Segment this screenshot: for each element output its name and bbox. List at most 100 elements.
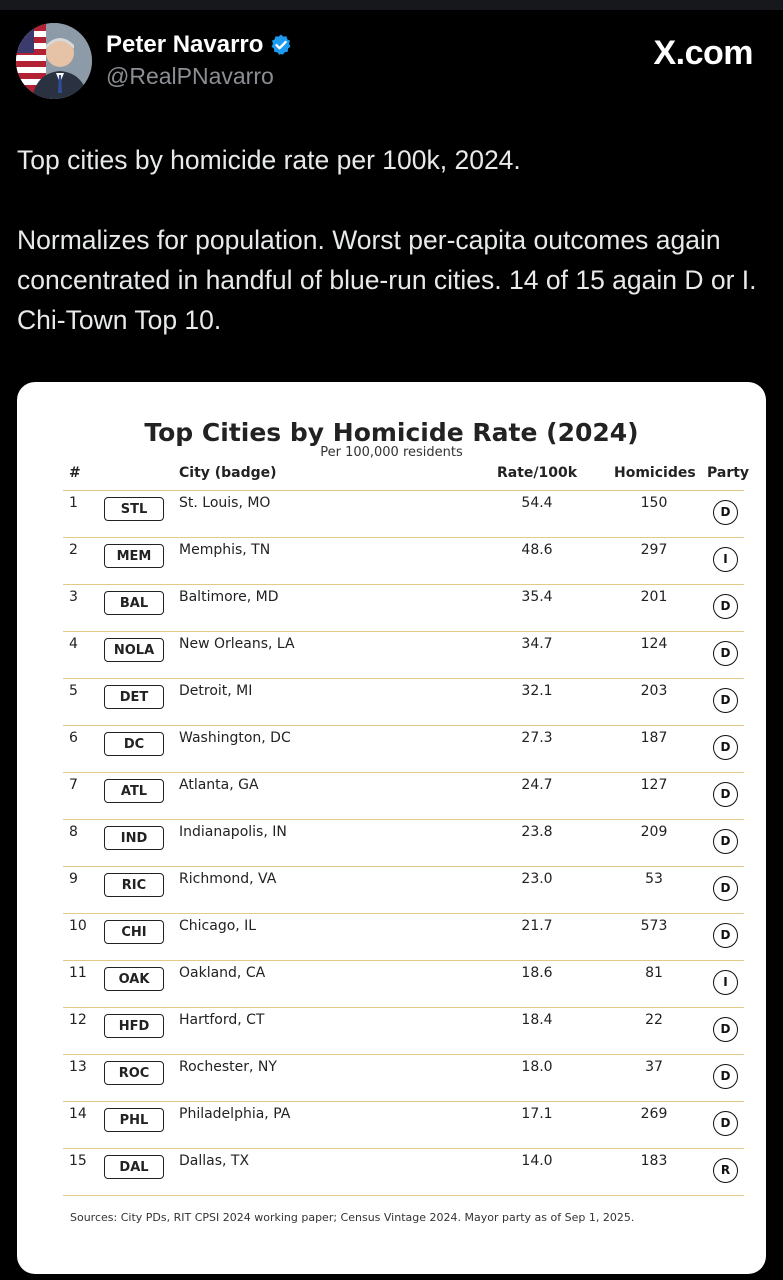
party-badge: D (713, 641, 738, 666)
row-divider (63, 819, 744, 820)
city-name: Baltimore, MD (179, 589, 279, 605)
tweet-line-1: Top cities by homicide rate per 100k, 20… (17, 145, 521, 175)
tweet-text: Top cities by homicide rate per 100k, 20… (17, 140, 757, 380)
author-handle[interactable]: @RealPNavarro (106, 63, 274, 89)
rate-value: 18.0 (521, 1059, 553, 1075)
party-badge: D (713, 500, 738, 525)
homicide-count: 187 (640, 730, 668, 746)
table-row: 4 NOLA New Orleans, LA 34.7 124 D (17, 632, 766, 679)
city-name: Hartford, CT (179, 1012, 265, 1028)
rate-value: 23.0 (521, 871, 553, 887)
city-name: New Orleans, LA (179, 636, 295, 652)
rate-value: 54.4 (521, 495, 553, 511)
city-badge: IND (104, 826, 164, 850)
author-name-text: Peter Navarro (106, 31, 264, 58)
homicide-count: 203 (640, 683, 668, 699)
city-name: Indianapolis, IN (179, 824, 287, 840)
row-divider (63, 537, 744, 538)
city-badge: BAL (104, 591, 164, 615)
row-rank: 10 (69, 918, 87, 934)
attached-image-card[interactable]: Top Cities by Homicide Rate (2024) Per 1… (17, 382, 766, 1274)
row-rank: 2 (69, 542, 78, 558)
city-name: Atlanta, GA (179, 777, 259, 793)
city-badge: DAL (104, 1155, 164, 1179)
row-divider (63, 866, 744, 867)
table-row: 9 RIC Richmond, VA 23.0 53 D (17, 867, 766, 914)
homicide-count: 269 (640, 1106, 668, 1122)
tweet-line-2: Normalizes for population. Worst per-cap… (17, 225, 757, 335)
rate-value: 18.6 (521, 965, 553, 981)
row-rank: 1 (69, 495, 78, 511)
table-row: 12 HFD Hartford, CT 18.4 22 D (17, 1008, 766, 1055)
party-badge: D (713, 735, 738, 760)
party-badge: D (713, 1017, 738, 1042)
row-rank: 11 (69, 965, 87, 981)
author-name[interactable]: Peter Navarro (106, 31, 293, 59)
homicide-count: 37 (645, 1059, 663, 1075)
row-divider (63, 913, 744, 914)
city-name: Detroit, MI (179, 683, 253, 699)
rate-value: 17.1 (521, 1106, 553, 1122)
rate-value: 34.7 (521, 636, 553, 652)
city-name: Richmond, VA (179, 871, 277, 887)
rate-value: 23.8 (521, 824, 553, 840)
homicide-count: 53 (645, 871, 663, 887)
party-badge: D (713, 923, 738, 948)
row-divider (63, 725, 744, 726)
homicide-count: 573 (640, 918, 668, 934)
header-homicides: Homicides (614, 465, 696, 481)
verified-badge-icon (269, 33, 293, 57)
homicide-count: 22 (645, 1012, 663, 1028)
party-badge: D (713, 688, 738, 713)
row-rank: 4 (69, 636, 78, 652)
row-divider (63, 584, 744, 585)
row-rank: 3 (69, 589, 78, 605)
row-divider (63, 1054, 744, 1055)
row-divider (63, 1101, 744, 1102)
rate-value: 14.0 (521, 1153, 553, 1169)
rate-value: 48.6 (521, 542, 553, 558)
row-divider (63, 1148, 744, 1149)
rate-value: 21.7 (521, 918, 553, 934)
row-divider (63, 772, 744, 773)
homicide-count: 127 (640, 777, 668, 793)
homicide-count: 81 (645, 965, 663, 981)
row-divider (63, 1007, 744, 1008)
city-name: Washington, DC (179, 730, 291, 746)
city-name: Chicago, IL (179, 918, 257, 934)
rate-value: 32.1 (521, 683, 553, 699)
avatar[interactable] (16, 23, 92, 99)
header-rank: # (69, 465, 81, 481)
party-badge: R (713, 1158, 738, 1183)
table-title: Top Cities by Homicide Rate (2024) (144, 418, 639, 447)
row-rank: 15 (69, 1153, 87, 1169)
city-badge: NOLA (104, 638, 164, 662)
table-row: 3 BAL Baltimore, MD 35.4 201 D (17, 585, 766, 632)
party-badge: D (713, 782, 738, 807)
row-rank: 5 (69, 683, 78, 699)
homicide-count: 297 (640, 542, 668, 558)
city-name: Philadelphia, PA (179, 1106, 291, 1122)
brand-watermark: X.com (653, 34, 753, 72)
rate-value: 27.3 (521, 730, 553, 746)
rate-value: 24.7 (521, 777, 553, 793)
table-row: 10 CHI Chicago, IL 21.7 573 D (17, 914, 766, 961)
row-rank: 8 (69, 824, 78, 840)
row-divider (63, 678, 744, 679)
party-badge: I (713, 970, 738, 995)
table-row: 7 ATL Atlanta, GA 24.7 127 D (17, 773, 766, 820)
party-badge: D (713, 876, 738, 901)
table-row: 13 ROC Rochester, NY 18.0 37 D (17, 1055, 766, 1102)
row-rank: 6 (69, 730, 78, 746)
row-rank: 7 (69, 777, 78, 793)
city-badge: CHI (104, 920, 164, 944)
city-badge: HFD (104, 1014, 164, 1038)
city-badge: PHL (104, 1108, 164, 1132)
city-badge: ROC (104, 1061, 164, 1085)
city-badge: DET (104, 685, 164, 709)
table-row: 1 STL St. Louis, MO 54.4 150 D (17, 491, 766, 538)
city-badge: DC (104, 732, 164, 756)
homicide-count: 209 (640, 824, 668, 840)
row-divider (63, 631, 744, 632)
header-party: Party (707, 465, 750, 481)
